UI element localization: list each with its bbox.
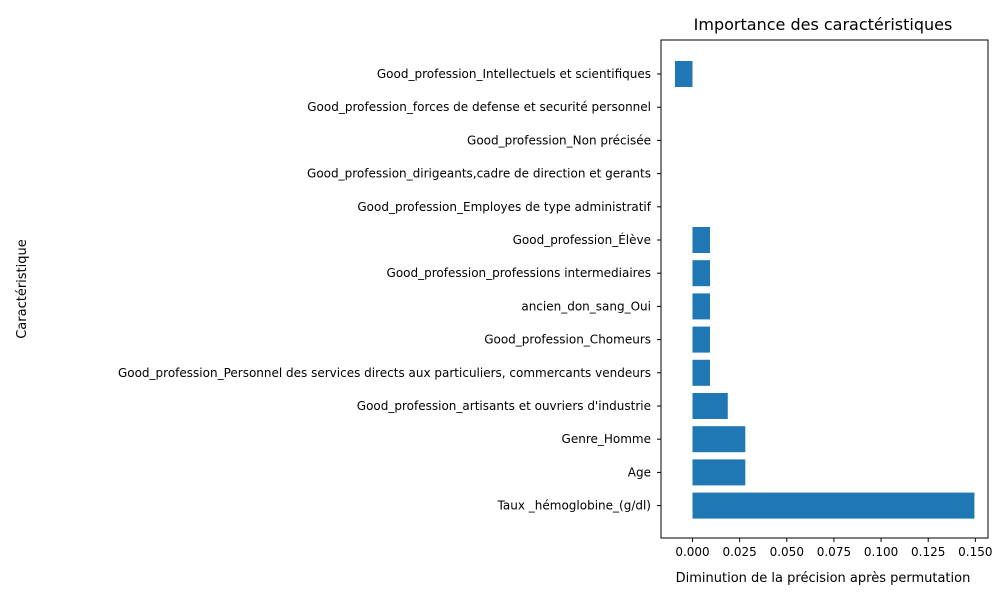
bar bbox=[692, 359, 711, 386]
y-axis-title: Caractéristique bbox=[15, 239, 30, 339]
x-axis-title: Diminution de la précision après permuta… bbox=[676, 571, 971, 586]
y-tick-label: Good_profession_Non précisée bbox=[467, 133, 651, 147]
x-ticks-group: 0.000 0.025 0.050 0.075 0.100 0.125 0.150 bbox=[675, 538, 993, 559]
x-tick-label: 0.000 bbox=[675, 545, 709, 559]
bar bbox=[692, 393, 728, 419]
bar bbox=[692, 227, 711, 253]
x-tick-label: 0.125 bbox=[911, 545, 945, 559]
bar bbox=[674, 61, 693, 87]
y-tick-label: ancien_don_sang_Oui bbox=[521, 299, 651, 313]
y-tick-label: Genre_Homme bbox=[562, 432, 651, 446]
y-tick-label: Good_profession_dirigeants,cadre de dire… bbox=[307, 167, 651, 181]
chart-title: Importance des caractéristiques bbox=[694, 15, 953, 34]
y-tick-label: Good_profession_Personnel des services d… bbox=[118, 366, 651, 380]
y-tick-label: Good_profession_Employes de type adminis… bbox=[357, 200, 651, 214]
bar bbox=[692, 293, 711, 320]
bar bbox=[692, 459, 746, 486]
y-tick-label: Good_profession_Chomeurs bbox=[484, 333, 651, 347]
y-tick-label: Taux _hémoglobine_(g/dl) bbox=[497, 499, 651, 513]
x-tick-label: 0.050 bbox=[770, 545, 804, 559]
plot-frame bbox=[660, 39, 989, 539]
y-tick-label: Good_profession_forces de defense et sec… bbox=[307, 100, 651, 114]
y-tick-label: Good_profession_professions intermediair… bbox=[387, 266, 651, 280]
x-tick-label: 0.075 bbox=[817, 545, 851, 559]
y-ticks-group: Good_profession_Intellectuels et scienti… bbox=[118, 67, 661, 513]
y-tick-label: Good_profession_Élève bbox=[513, 232, 651, 247]
bar bbox=[692, 326, 711, 353]
x-tick-label: 0.100 bbox=[864, 545, 898, 559]
bars-group bbox=[674, 61, 975, 519]
x-tick-label: 0.025 bbox=[722, 545, 756, 559]
y-tick-label: Good_profession_artisants et ouvriers d'… bbox=[357, 399, 651, 413]
bar bbox=[692, 260, 711, 287]
y-tick-label: Age bbox=[628, 465, 651, 479]
bar bbox=[692, 426, 746, 453]
y-tick-label: Good_profession_Intellectuels et scienti… bbox=[377, 67, 651, 81]
x-tick-label: 0.150 bbox=[958, 545, 992, 559]
bar bbox=[692, 492, 975, 519]
